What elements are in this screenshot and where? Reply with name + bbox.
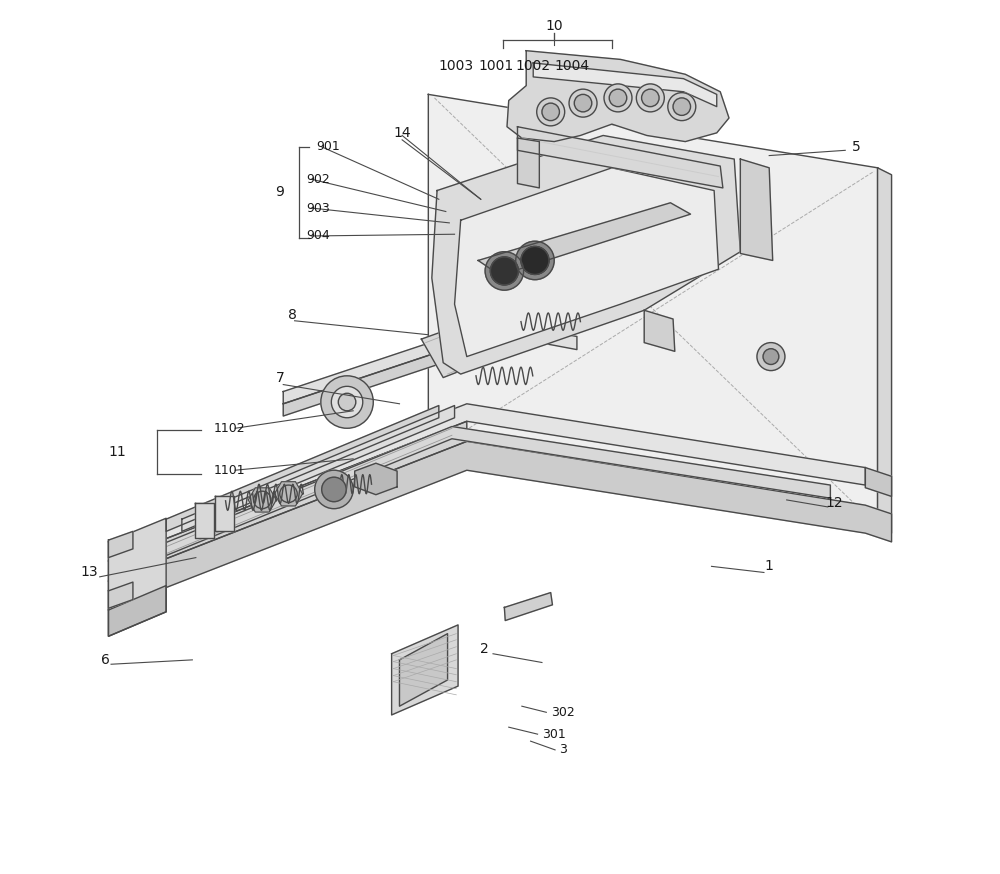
Circle shape xyxy=(636,84,664,112)
Text: 14: 14 xyxy=(393,126,411,140)
Polygon shape xyxy=(504,593,552,621)
Polygon shape xyxy=(108,582,133,608)
Circle shape xyxy=(763,349,779,364)
Text: 1004: 1004 xyxy=(554,59,589,73)
Text: 3: 3 xyxy=(559,744,567,756)
Polygon shape xyxy=(182,406,455,531)
Polygon shape xyxy=(392,625,458,715)
Text: 10: 10 xyxy=(545,19,563,33)
Text: 302: 302 xyxy=(551,706,574,718)
Text: 12: 12 xyxy=(825,496,843,510)
Polygon shape xyxy=(517,138,539,188)
Circle shape xyxy=(521,246,549,274)
Polygon shape xyxy=(108,531,133,558)
Text: 13: 13 xyxy=(80,565,98,579)
Polygon shape xyxy=(215,496,234,531)
Circle shape xyxy=(338,393,356,411)
Circle shape xyxy=(322,477,346,502)
Polygon shape xyxy=(108,421,467,581)
Text: 904: 904 xyxy=(306,230,330,242)
Polygon shape xyxy=(108,441,892,610)
Circle shape xyxy=(668,93,696,121)
Circle shape xyxy=(321,376,373,428)
Circle shape xyxy=(609,89,627,107)
Circle shape xyxy=(315,470,353,509)
Text: 901: 901 xyxy=(316,141,340,153)
Circle shape xyxy=(485,252,524,290)
Circle shape xyxy=(537,98,565,126)
Text: 1101: 1101 xyxy=(213,464,245,476)
Text: 903: 903 xyxy=(306,202,330,214)
Circle shape xyxy=(254,491,271,509)
Text: 2: 2 xyxy=(480,642,489,656)
Circle shape xyxy=(757,343,785,371)
Circle shape xyxy=(673,98,691,115)
Circle shape xyxy=(574,94,592,112)
Text: 1001: 1001 xyxy=(478,59,513,73)
Circle shape xyxy=(331,386,363,418)
Polygon shape xyxy=(399,634,448,706)
Polygon shape xyxy=(878,168,892,533)
Polygon shape xyxy=(283,322,577,404)
Polygon shape xyxy=(146,427,830,564)
Polygon shape xyxy=(166,406,439,531)
Polygon shape xyxy=(478,203,691,275)
Text: 301: 301 xyxy=(542,728,566,740)
Polygon shape xyxy=(428,453,878,533)
Text: 8: 8 xyxy=(288,308,296,322)
Polygon shape xyxy=(428,94,878,526)
Text: 1102: 1102 xyxy=(213,422,245,434)
Polygon shape xyxy=(455,168,718,357)
Text: 7: 7 xyxy=(275,371,284,385)
Text: 1002: 1002 xyxy=(516,59,551,73)
Text: 9: 9 xyxy=(275,185,284,199)
Text: 6: 6 xyxy=(101,653,109,667)
Text: 1: 1 xyxy=(765,559,774,573)
Polygon shape xyxy=(108,586,166,636)
Circle shape xyxy=(516,241,554,280)
Polygon shape xyxy=(740,159,773,260)
Polygon shape xyxy=(533,63,717,107)
Polygon shape xyxy=(644,310,675,351)
Text: 11: 11 xyxy=(108,445,126,459)
Polygon shape xyxy=(421,315,510,378)
Text: 5: 5 xyxy=(852,140,861,154)
Polygon shape xyxy=(507,51,729,142)
Polygon shape xyxy=(517,127,723,188)
Circle shape xyxy=(604,84,632,112)
Polygon shape xyxy=(275,482,302,506)
Polygon shape xyxy=(108,518,166,636)
Polygon shape xyxy=(355,463,397,495)
Circle shape xyxy=(280,485,297,503)
Polygon shape xyxy=(108,404,865,561)
Polygon shape xyxy=(865,468,892,496)
Polygon shape xyxy=(283,334,493,416)
Polygon shape xyxy=(248,488,276,512)
Text: 1003: 1003 xyxy=(439,59,474,73)
Circle shape xyxy=(542,103,559,121)
Circle shape xyxy=(569,89,597,117)
Polygon shape xyxy=(432,135,740,374)
Circle shape xyxy=(642,89,659,107)
Circle shape xyxy=(490,257,518,285)
Text: 902: 902 xyxy=(306,173,330,185)
Polygon shape xyxy=(195,503,214,538)
